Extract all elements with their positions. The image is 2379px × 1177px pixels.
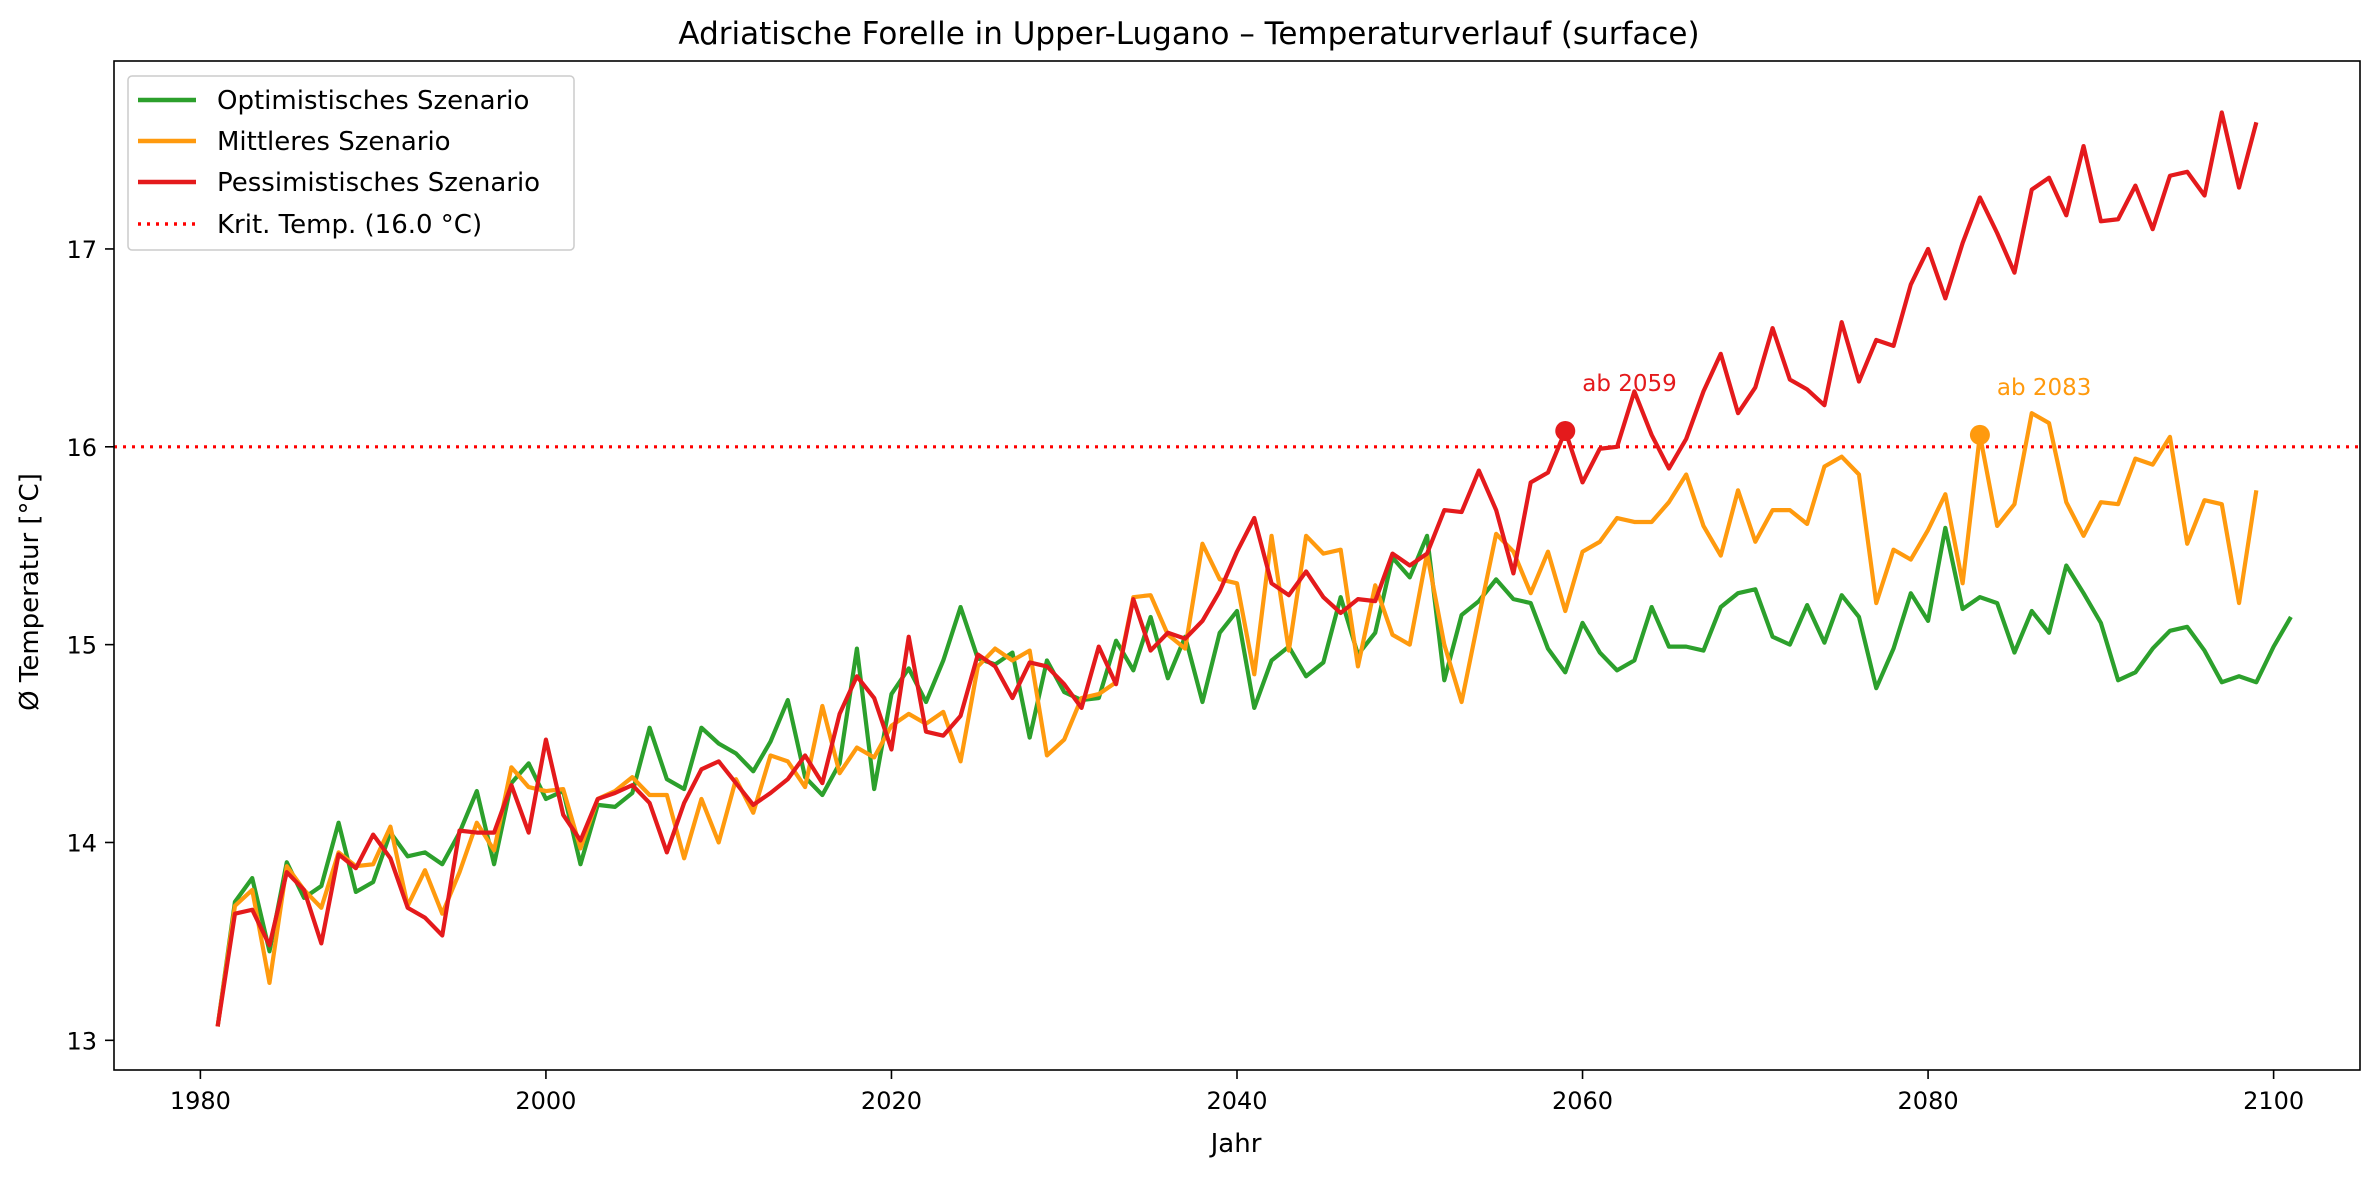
y-tick-label: 17: [66, 236, 97, 264]
series-line-pessimistic: [215, 110, 2259, 1027]
y-tick-label: 16: [66, 434, 97, 462]
chart-title: Adriatische Forelle in Upper-Lugano – Te…: [678, 16, 1699, 52]
x-tick-label: 2080: [1898, 1087, 1959, 1115]
legend-label-pessimistic: Pessimistisches Szenario: [217, 168, 540, 198]
legend-label-optimistic: Optimistisches Szenario: [217, 86, 529, 116]
crossing-marker-2059: [1555, 420, 1576, 441]
crossing-marker-2083: [1969, 424, 1990, 445]
plot-area: ab 2059 ab 2083: [114, 110, 2360, 1027]
x-tick-label: 2100: [2243, 1087, 2304, 1115]
legend-frame: [127, 75, 575, 251]
legend-label-threshold: Krit. Temp. (16.0 °C): [217, 210, 482, 240]
crossing-label-2059: ab 2059: [1582, 371, 1677, 397]
y-tick-label: 13: [66, 1027, 97, 1055]
x-tick-label: 1980: [170, 1087, 231, 1115]
x-axis-label: Jahr: [1209, 1129, 1262, 1159]
axis-ticks: 1980 2000 2020 2040 2060 2080 2100 13 14 15 16 17: [66, 236, 2304, 1115]
y-tick-label: 14: [66, 829, 97, 857]
x-tick-label: 2060: [1552, 1087, 1613, 1115]
x-tick-label: 2000: [515, 1087, 576, 1115]
y-tick-label: 15: [66, 632, 97, 660]
y-axis-label: Ø Temperatur [°C]: [15, 473, 45, 711]
legend: Optimistisches Szenario Mittleres Szenar…: [127, 75, 575, 251]
crossing-label-2083: ab 2083: [1997, 375, 2092, 401]
x-tick-label: 2040: [1206, 1087, 1267, 1115]
x-tick-label: 2020: [861, 1087, 922, 1115]
legend-label-medium: Mittleres Szenario: [217, 127, 451, 157]
